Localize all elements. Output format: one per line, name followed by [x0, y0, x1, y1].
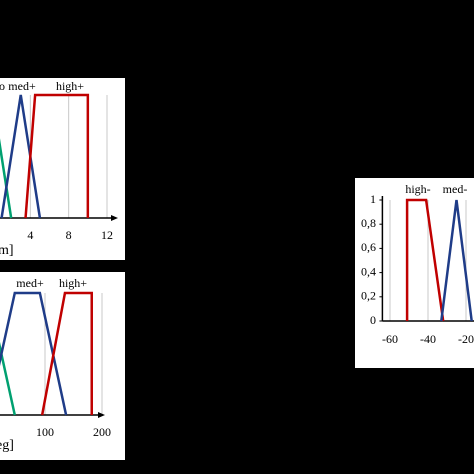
x-tick-label: 4 — [27, 228, 33, 242]
membership-line — [0, 94, 42, 219]
membership-line — [24, 93, 90, 219]
y-tick-label: 0 — [370, 313, 376, 327]
x-tick-label: 12 — [101, 228, 113, 242]
set-label: med- — [443, 182, 468, 196]
x-tick-label: -20 — [458, 332, 474, 346]
membership-line — [440, 199, 473, 322]
set-label: o — [0, 79, 5, 93]
x-tick-label: 200 — [93, 425, 111, 439]
set-label: high+ — [56, 79, 84, 93]
axis-arrow — [111, 215, 118, 221]
panel — [0, 78, 125, 260]
y-tick-label: 0,8 — [361, 216, 376, 230]
axis-arrow — [98, 412, 105, 418]
set-label: high+ — [59, 276, 87, 290]
set-label: high- — [405, 182, 430, 196]
membership-line — [405, 198, 445, 322]
y-tick-label: 0,6 — [361, 240, 376, 254]
membership-line — [0, 138, 13, 219]
x-tick-label: 8 — [66, 228, 72, 242]
membership-line — [40, 291, 93, 416]
x-tick-label: -60 — [382, 332, 398, 346]
y-tick-label: 0,4 — [361, 264, 376, 278]
x-axis-label: m] — [0, 243, 14, 258]
y-tick-label: 0,2 — [361, 289, 376, 303]
set-label: med+ — [16, 276, 44, 290]
y-tick-label: 1 — [370, 192, 376, 206]
set-label: med+ — [8, 79, 36, 93]
x-tick-label: -40 — [420, 332, 436, 346]
x-axis-label: eg] — [0, 438, 14, 453]
x-tick-label: 100 — [36, 425, 54, 439]
